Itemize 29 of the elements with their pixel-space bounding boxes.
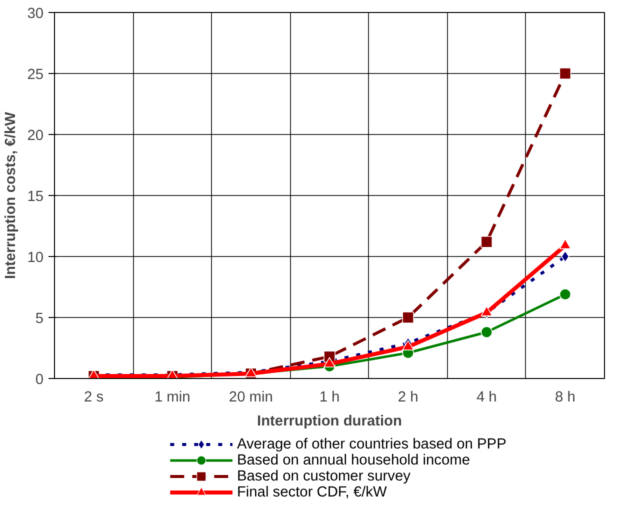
y-tick-label: 30 [27,6,44,22]
point [402,312,414,324]
point [561,250,570,262]
point [559,68,572,80]
point [480,306,493,316]
x-tick-label: 1 min [154,390,190,406]
legend-label: Based on annual household income [236,452,470,468]
x-tick-label: 20 min [228,390,273,406]
x-tick-label: 2 h [398,390,418,406]
x-tick-label: 4 h [476,390,497,406]
y-tick-label: 25 [27,67,44,83]
x-tick-label: 2 s [84,390,104,406]
legend-label: Based on customer survey [236,468,412,484]
legend-label: Average of other countries based on PPP [236,436,506,452]
y-tick-label: 0 [35,372,44,388]
y-tick-label: 10 [27,250,44,266]
y-tick-label: 15 [27,189,44,205]
point [480,236,493,248]
x-tick-label: 8 h [555,390,576,406]
point [402,340,414,350]
legend-label: Final sector CDF, €/kW [236,484,387,500]
y-tick-label: 20 [27,128,44,144]
y-axis-title: Interruption costs, €/kW [3,112,20,279]
point [559,288,572,300]
point [480,326,493,338]
x-axis-title: Interruption duration [257,414,402,430]
x-tick-label: 1 h [319,390,340,406]
point [559,238,572,250]
y-tick-label: 5 [35,311,44,327]
